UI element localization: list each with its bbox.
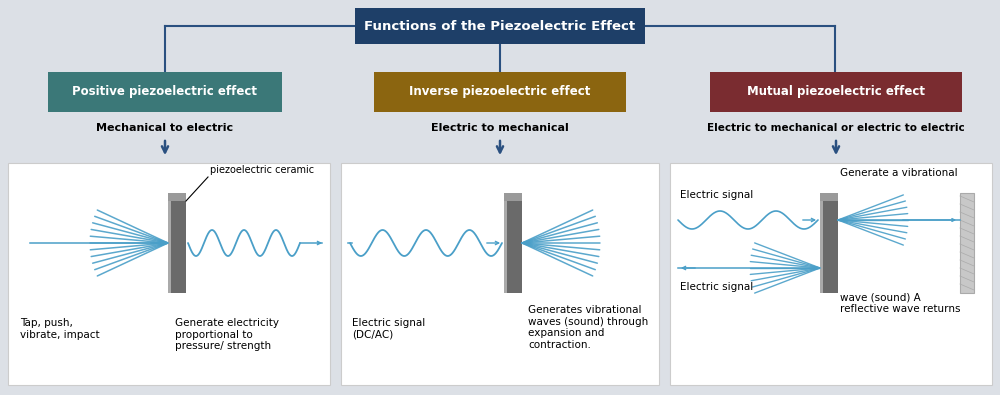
Bar	[504, 193, 522, 201]
Text: Functions of the Piezoelectric Effect: Functions of the Piezoelectric Effect	[364, 19, 636, 32]
Text: Electric signal
(DC/AC): Electric signal (DC/AC)	[352, 318, 425, 340]
Text: piezoelectric ceramic: piezoelectric ceramic	[210, 165, 314, 175]
Bar	[504, 193, 522, 293]
Bar	[504, 193, 507, 293]
Text: Generates vibrational
waves (sound) through
expansion and
contraction.: Generates vibrational waves (sound) thro…	[528, 305, 648, 350]
Text: Mechanical to electric: Mechanical to electric	[96, 123, 234, 133]
Bar	[670, 163, 992, 385]
Text: Electric signal: Electric signal	[680, 282, 753, 292]
Text: Electric signal: Electric signal	[680, 190, 753, 200]
Text: Positive piezoelectric effect: Positive piezoelectric effect	[72, 85, 258, 98]
Text: wave (sound) A
reflective wave returns: wave (sound) A reflective wave returns	[840, 292, 960, 314]
Bar	[960, 193, 974, 293]
Text: Mutual piezoelectric effect: Mutual piezoelectric effect	[747, 85, 925, 98]
Bar	[820, 193, 838, 201]
Bar	[710, 72, 962, 112]
Text: Generate a vibrational: Generate a vibrational	[840, 168, 958, 178]
Bar	[355, 8, 645, 44]
Bar	[374, 72, 626, 112]
Bar	[820, 193, 823, 293]
Text: Electric to mechanical or electric to electric: Electric to mechanical or electric to el…	[707, 123, 965, 133]
Bar	[168, 193, 171, 293]
Bar	[820, 193, 838, 293]
Text: Generate electricity
proportional to
pressure/ strength: Generate electricity proportional to pre…	[175, 318, 279, 351]
Bar	[48, 72, 282, 112]
Text: Electric to mechanical: Electric to mechanical	[431, 123, 569, 133]
Bar	[168, 193, 186, 201]
Text: Tap, push,
vibrate, impact: Tap, push, vibrate, impact	[20, 318, 100, 340]
Text: Inverse piezoelectric effect: Inverse piezoelectric effect	[409, 85, 591, 98]
Bar	[341, 163, 659, 385]
Bar	[8, 163, 330, 385]
Bar	[168, 193, 186, 293]
